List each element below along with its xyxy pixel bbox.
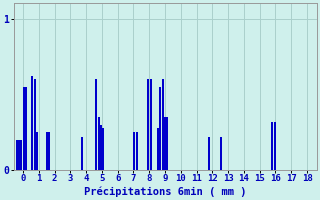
Bar — [100, 125, 102, 170]
Bar — [48, 132, 50, 170]
Bar — [20, 140, 22, 170]
Bar — [95, 79, 97, 170]
Bar — [162, 79, 164, 170]
Bar — [159, 87, 161, 170]
Bar — [102, 128, 105, 170]
Bar — [148, 79, 149, 170]
Bar — [208, 137, 210, 170]
Bar — [81, 137, 83, 170]
Bar — [274, 122, 276, 170]
Bar — [23, 87, 25, 170]
X-axis label: Précipitations 6min ( mm ): Précipitations 6min ( mm ) — [84, 186, 246, 197]
Bar — [46, 132, 48, 170]
Bar — [166, 117, 168, 170]
Bar — [31, 76, 34, 170]
Bar — [271, 122, 273, 170]
Bar — [220, 137, 222, 170]
Bar — [16, 140, 18, 170]
Bar — [18, 140, 20, 170]
Bar — [164, 117, 166, 170]
Bar — [150, 79, 152, 170]
Bar — [98, 117, 100, 170]
Bar — [36, 132, 38, 170]
Bar — [133, 132, 135, 170]
Bar — [157, 128, 159, 170]
Bar — [25, 87, 27, 170]
Bar — [34, 79, 36, 170]
Bar — [136, 132, 138, 170]
